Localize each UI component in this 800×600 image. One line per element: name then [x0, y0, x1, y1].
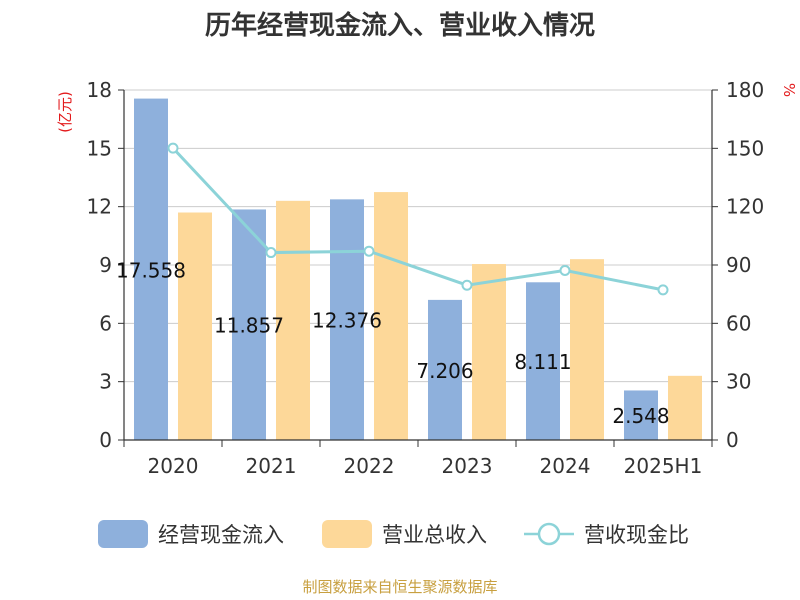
line-ratio [171, 147, 664, 292]
line-point [559, 264, 571, 276]
bar-cash-inflow [232, 209, 266, 440]
right-axis-unit: % [780, 83, 798, 97]
bar-cash-inflow [526, 282, 560, 440]
data-label: 11.857 [214, 314, 284, 338]
x-axis-tick-label: 2021 [246, 454, 297, 478]
bar-revenue [276, 200, 310, 440]
right-axis-tick-label: 180 [726, 78, 764, 102]
legend-swatch [98, 520, 148, 548]
bar-cash-inflow [134, 98, 168, 440]
chart-title: 历年经营现金流入、营业收入情况 [205, 10, 595, 41]
x-axis-tick-label: 2023 [442, 454, 493, 478]
left-axis-tick-label: 18 [87, 78, 112, 102]
bar-revenue [570, 259, 604, 440]
right-axis-tick-label: 120 [726, 195, 764, 219]
line-point [265, 247, 277, 259]
left-axis-tick-label: 0 [99, 428, 112, 452]
data-label: 8.111 [514, 350, 571, 374]
bar-cash-inflow [330, 199, 364, 440]
bar-series [134, 98, 702, 440]
bar-revenue [374, 192, 408, 440]
bar-cash-inflow [428, 299, 462, 440]
x-axis-tick-label: 2020 [148, 454, 199, 478]
x-axis-tick-label: 2022 [344, 454, 395, 478]
source-note: 制图数据来自恒生聚源数据库 [302, 578, 497, 596]
bar-revenue [668, 375, 702, 440]
grid-lines [124, 89, 712, 383]
x-axis-tick-label: 2024 [540, 454, 591, 478]
left-axis-tick-label: 3 [99, 370, 112, 394]
legend-swatch [322, 520, 372, 548]
right-axis-tick-label: 90 [726, 253, 751, 277]
right-axis-tick-label: 0 [726, 428, 739, 452]
bar-cash-inflow [624, 390, 658, 440]
legend: 经营现金流入 营业总收入 营收现金比 [98, 520, 689, 548]
data-label: 12.376 [312, 309, 382, 333]
line-point [657, 284, 669, 296]
bar-revenue [472, 264, 506, 440]
bar-revenue [178, 212, 212, 440]
left-axis-tick-label: 6 [99, 311, 112, 335]
left-axis-tick-label: 9 [99, 253, 112, 277]
line-point [167, 142, 179, 154]
legend-label: 营收现金比 [584, 523, 689, 547]
data-label: 7.206 [416, 359, 473, 383]
x-axis-tick-label: 2025H1 [624, 454, 703, 478]
right-axis-tick-label: 30 [726, 370, 751, 394]
legend-label: 营业总收入 [382, 523, 487, 547]
legend-label: 经营现金流入 [158, 523, 284, 547]
line-series [167, 142, 669, 296]
line-point [461, 279, 473, 291]
right-axis-tick-label: 60 [726, 311, 751, 335]
left-axis-tick-label: 15 [87, 136, 112, 160]
line-point [363, 245, 375, 257]
left-axis-tick-label: 12 [87, 195, 112, 219]
legend-marker [537, 522, 561, 546]
data-label: 17.558 [116, 258, 186, 282]
right-axis-tick-label: 150 [726, 136, 764, 160]
data-labels: 17.558 11.857 12.376 7.206 8.111 2.548 [116, 258, 670, 428]
left-axis-unit: (亿元) [56, 91, 74, 133]
data-label: 2.548 [612, 404, 669, 428]
